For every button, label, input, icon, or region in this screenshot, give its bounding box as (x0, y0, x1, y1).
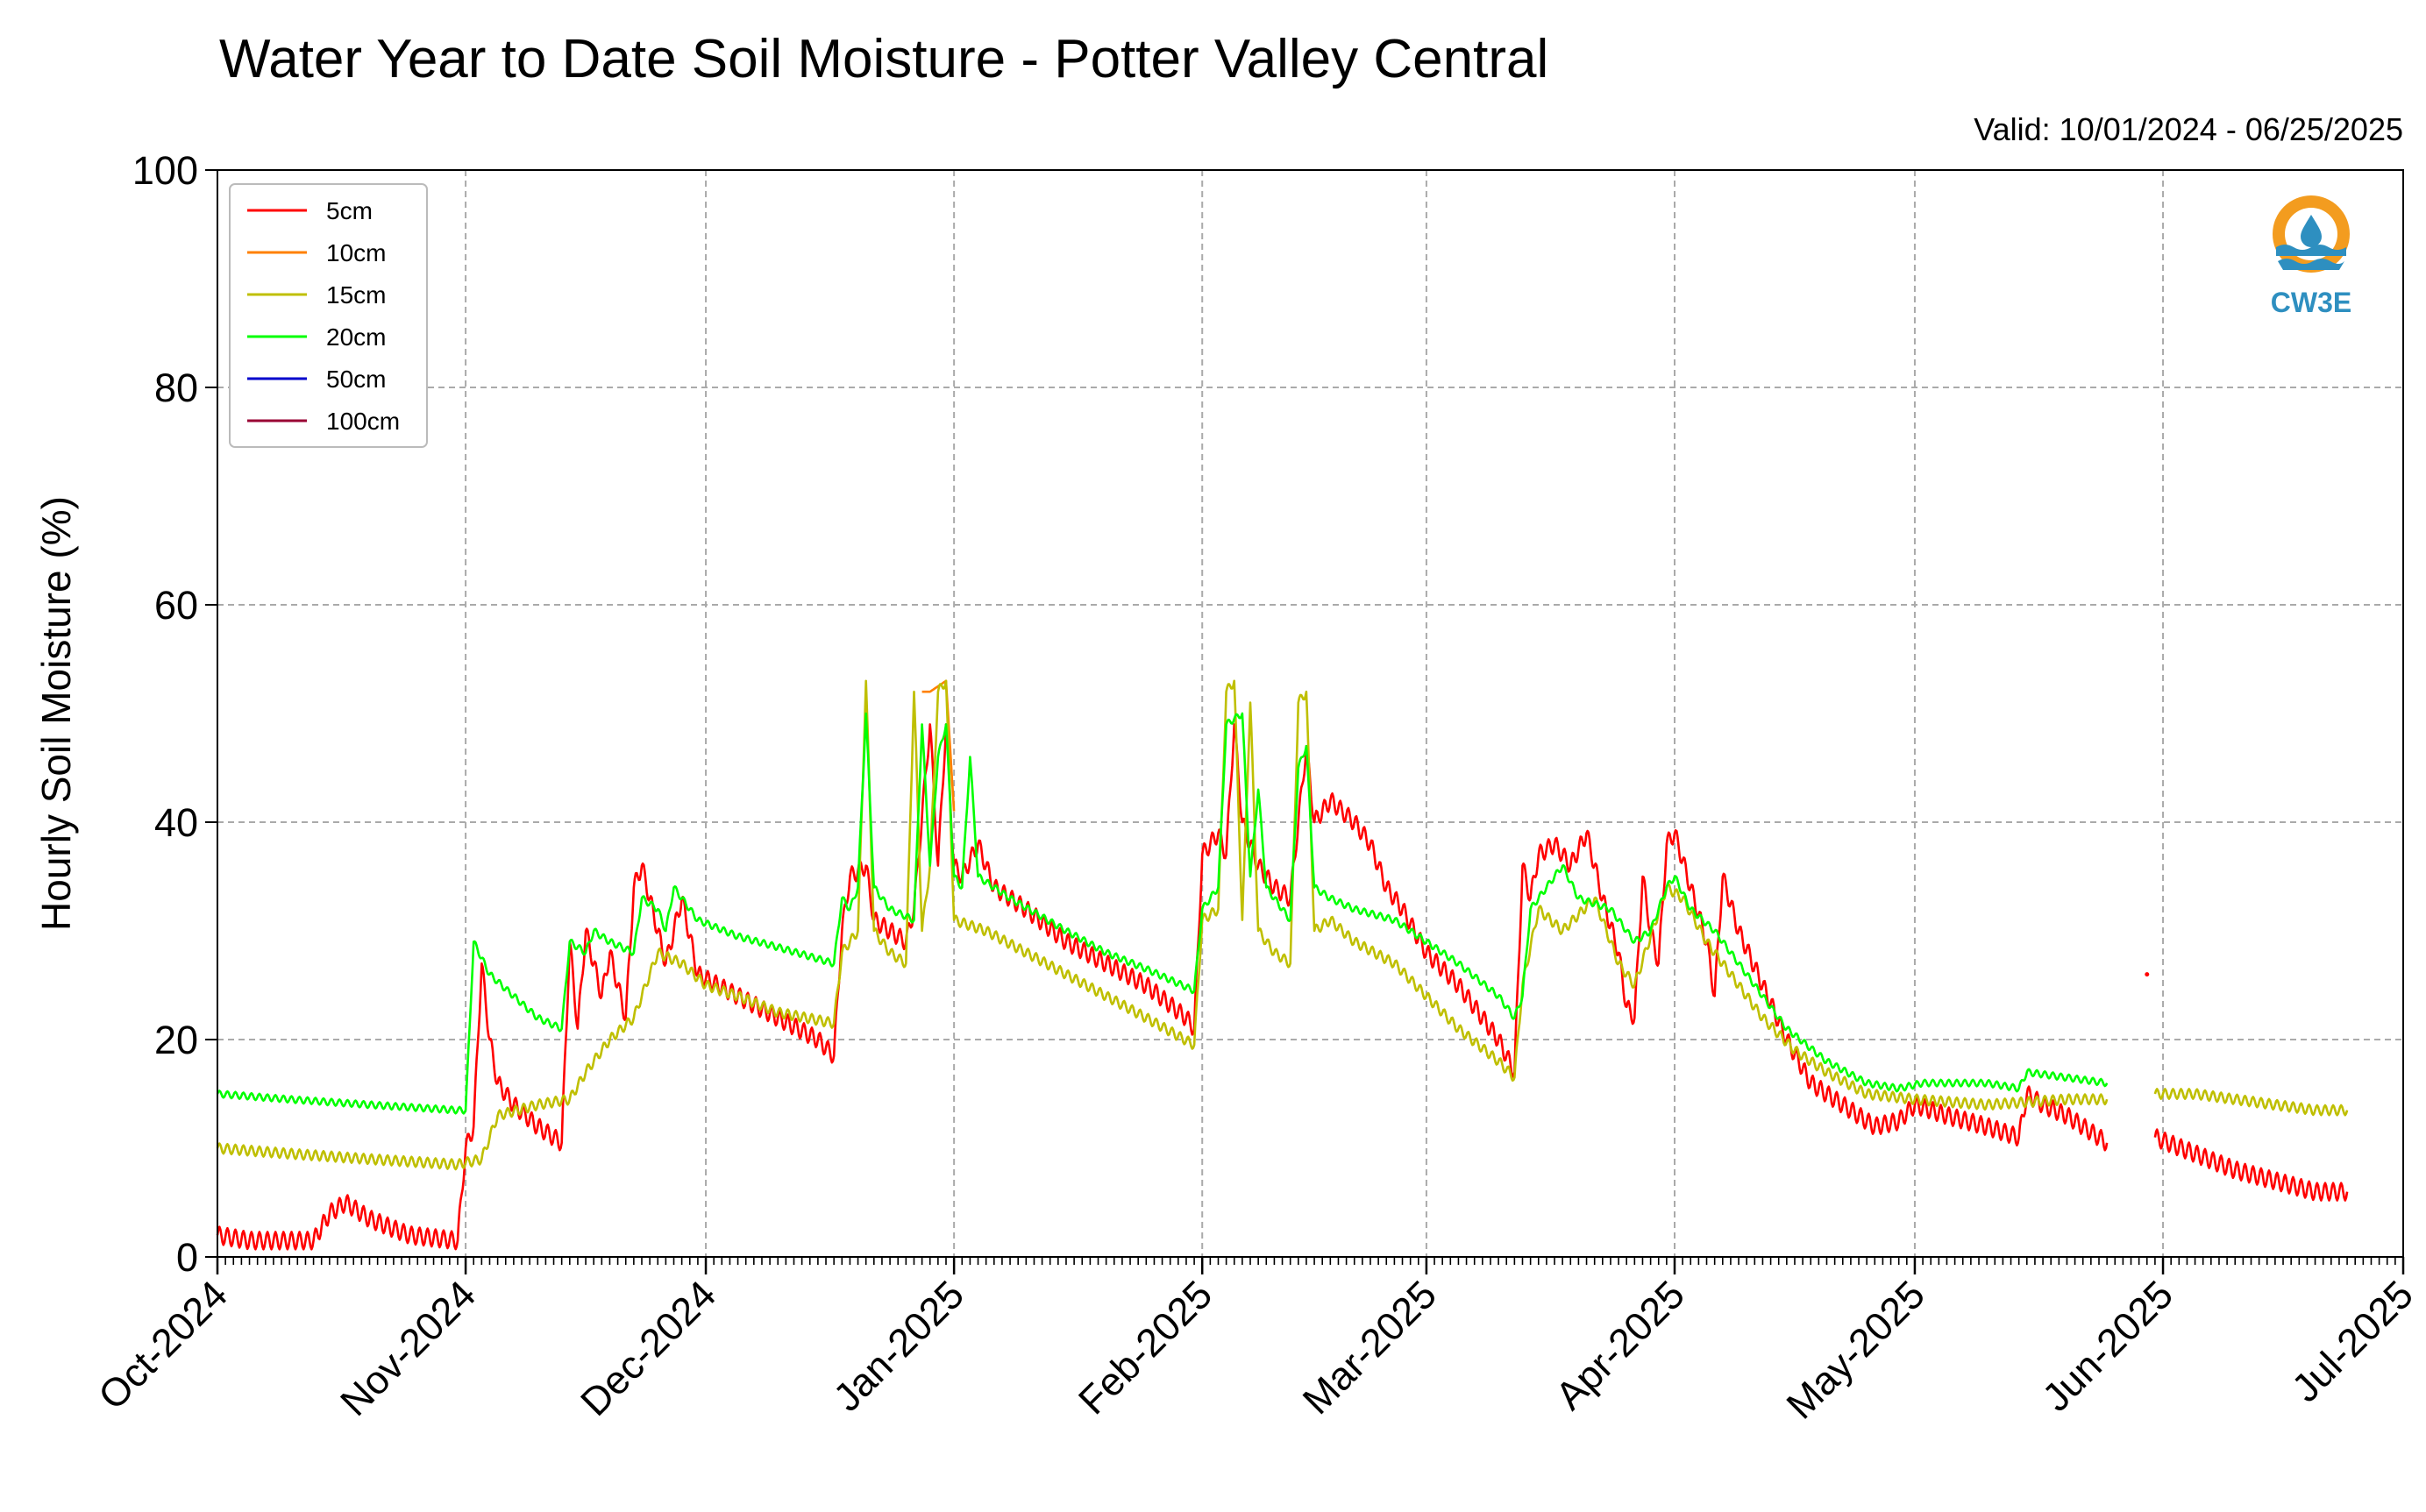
y-axis: 0 20 40 60 80 100 (132, 148, 217, 1280)
valid-date-range: Valid: 10/01/2024 - 06/25/2025 (1974, 111, 2403, 147)
series-lines (216, 679, 2349, 1251)
x-tick-label: Oct-2024 (89, 1272, 236, 1418)
water-drop-icon (2301, 215, 2322, 247)
chart-title: Water Year to Date Soil Moisture - Potte… (219, 29, 1548, 89)
series-line-15cm-after-gap (2153, 1088, 2349, 1117)
legend-label-20cm: 20cm (326, 323, 386, 351)
x-tick-label: May-2025 (1777, 1272, 1933, 1428)
y-tick-label: 60 (154, 583, 198, 628)
x-tick-label: Feb-2025 (1070, 1272, 1220, 1423)
y-tick-label: 40 (154, 800, 198, 845)
series-line-5cm (216, 723, 2109, 1251)
series-line-20cm (216, 712, 2109, 1115)
x-tick-label: Apr-2025 (1547, 1272, 1693, 1418)
legend-label-100cm: 100cm (326, 408, 400, 435)
wave-icon (2276, 245, 2346, 256)
x-tick-label: Mar-2025 (1294, 1272, 1445, 1423)
x-tick-label: Dec-2024 (572, 1272, 724, 1424)
grid-lines (217, 170, 2403, 1257)
y-axis-label: Hourly Soil Moisture (%) (33, 496, 79, 931)
x-tick-label: Nov-2024 (331, 1272, 484, 1424)
legend-label-10cm: 10cm (326, 239, 386, 266)
plot-frame (217, 169, 2404, 1258)
series-point-5cm (2145, 972, 2150, 977)
series-line-5cm-after-gap (2153, 1128, 2349, 1202)
x-tick-label: Jan-2025 (824, 1272, 972, 1420)
legend-label-50cm: 50cm (326, 366, 386, 393)
wave-icon-lower (2278, 259, 2344, 270)
x-axis: Oct-2024 Nov-2024 Dec-2024 Jan-2025 Feb-2025… (89, 1257, 2422, 1428)
y-tick-label: 0 (176, 1235, 198, 1280)
cw3e-logo: CW3E (2271, 195, 2351, 318)
y-tick-label: 80 (154, 366, 198, 410)
legend: 5cm 10cm 15cm 20cm 50cm 100cm (229, 183, 428, 448)
legend-box (229, 183, 428, 448)
series-line-15cm (216, 679, 2109, 1171)
legend-label-5cm: 5cm (326, 197, 373, 224)
x-tick-label: Jun-2025 (2033, 1272, 2181, 1420)
y-tick-label: 20 (154, 1018, 198, 1062)
x-tick-label: Jul-2025 (2283, 1272, 2422, 1410)
logo-text: CW3E (2271, 287, 2351, 318)
y-tick-label: 100 (132, 148, 198, 193)
legend-label-15cm: 15cm (326, 281, 386, 309)
